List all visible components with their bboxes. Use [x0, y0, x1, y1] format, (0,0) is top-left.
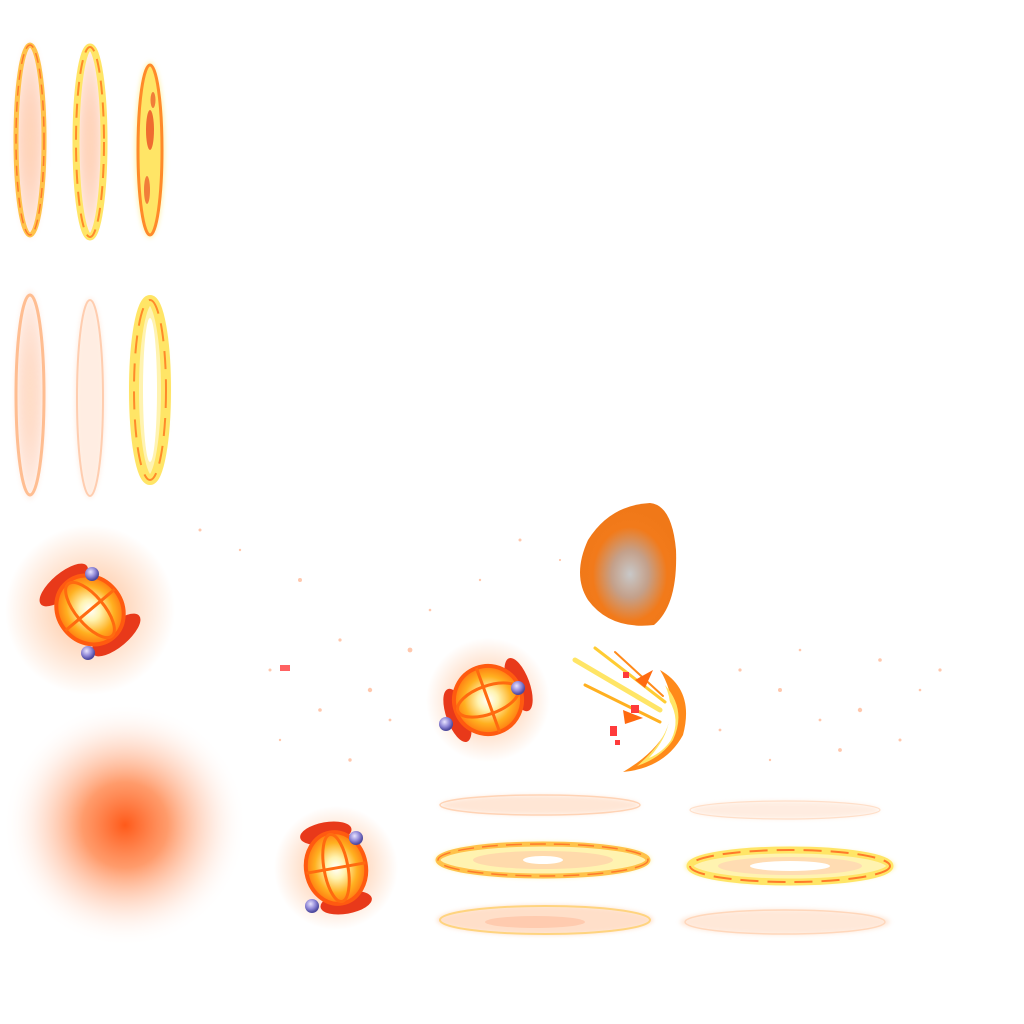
orb-bead-icon: [511, 681, 525, 695]
orange-shell-sprite: [580, 503, 677, 626]
fire-ring-frame-2: [72, 43, 108, 241]
orb-bead-icon: [305, 899, 319, 913]
ground-ring-frame-3: [435, 841, 651, 879]
fire-ring-frame-6: [129, 295, 171, 485]
orb-bead-icon: [81, 646, 95, 660]
ground-ring-frame-5: [437, 905, 653, 935]
fire-ring-frame-5: [75, 298, 105, 498]
fire-ring-portal-frames: [13, 42, 171, 500]
ember-particles: [198, 528, 942, 762]
lantern-orb-sprite-1: [5, 525, 175, 695]
glow-icon: [3, 703, 247, 947]
ember-icon: [280, 665, 290, 671]
ground-ring-icon: [523, 856, 563, 864]
fire-ring-frame-4: [14, 290, 46, 500]
fire-burst-icon: [572, 646, 687, 772]
ground-ring-frame-1: [439, 794, 641, 816]
fire-ring-frame-3: [135, 62, 165, 238]
fire-lantern-icon: [39, 563, 141, 657]
radial-glow-sprite: [3, 703, 247, 947]
lantern-orb-sprite-2: [426, 638, 550, 762]
orb-bead-icon: [439, 717, 453, 731]
orb-bead-icon: [349, 831, 363, 845]
ground-fire-ring-sprites: [435, 794, 895, 935]
ground-ring-frame-2: [689, 800, 881, 820]
fire-ring-frame-1: [13, 42, 47, 238]
fire-lantern-icon: [300, 821, 372, 915]
ground-ring-frame-6: [680, 909, 890, 935]
orb-bead-icon: [85, 567, 99, 581]
orange-shell-icon: [580, 503, 677, 626]
lantern-orb-sprite-3: [274, 806, 398, 930]
ground-ring-frame-4: [685, 846, 895, 886]
fire-burst-sprite: [572, 646, 687, 772]
